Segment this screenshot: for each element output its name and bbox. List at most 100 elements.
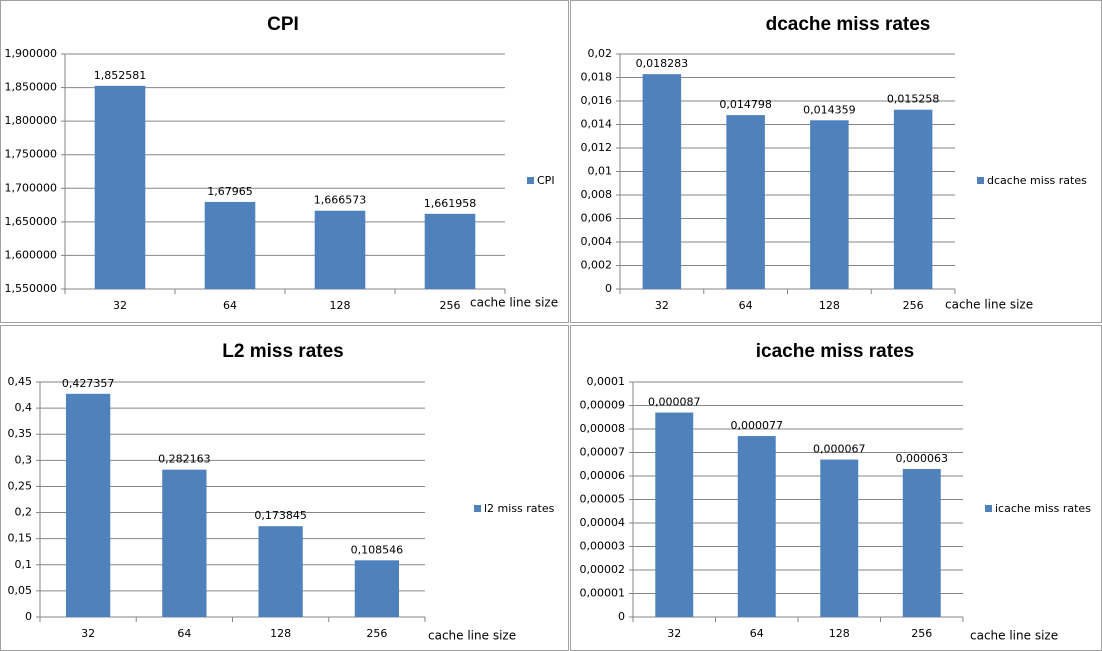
x-tick-label: 128 — [819, 299, 840, 312]
y-tick-label: 1,600000 — [5, 248, 58, 261]
bar — [354, 560, 400, 617]
bar — [162, 469, 207, 617]
y-tick-label: 1,650000 — [5, 215, 58, 228]
y-tick-label: 1,800000 — [5, 114, 58, 127]
bar — [642, 74, 682, 290]
chart-title: dcache miss rates — [766, 14, 931, 35]
bar — [314, 210, 366, 289]
y-tick-label: 0,00009 — [580, 399, 626, 412]
chart-title: icache miss rates — [756, 341, 914, 362]
x-axis-label: cache line size — [970, 629, 1058, 643]
legend-label: CPI — [537, 174, 555, 187]
data-label: 0,173845 — [254, 509, 307, 522]
x-tick-label: 32 — [81, 627, 95, 640]
x-tick-label: 256 — [903, 299, 924, 312]
y-tick-label: 0,3 — [15, 453, 33, 466]
y-tick-label: 0,1 — [15, 558, 33, 571]
bar — [94, 85, 146, 289]
bar — [893, 109, 933, 289]
data-label: 0,282163 — [158, 453, 211, 466]
panel — [0, 0, 569, 323]
x-tick-label: 256 — [366, 627, 387, 640]
y-tick-label: 0,00003 — [580, 540, 626, 553]
y-tick-label: 1,750000 — [5, 148, 58, 161]
bar — [204, 201, 256, 289]
data-label: 0,000063 — [896, 452, 949, 465]
legend-swatch — [527, 177, 534, 184]
y-tick-label: 0,008 — [581, 188, 613, 201]
y-tick-label: 1,900000 — [5, 47, 58, 60]
y-tick-label: 0,00002 — [580, 563, 626, 576]
y-tick-label: 1,700000 — [5, 181, 58, 194]
bar — [820, 459, 859, 617]
data-label: 0,000087 — [648, 396, 701, 409]
y-tick-label: 0,45 — [8, 375, 33, 388]
y-tick-label: 0,004 — [581, 235, 613, 248]
y-tick-label: 0,00005 — [580, 493, 626, 506]
y-tick-label: 0,002 — [581, 259, 613, 272]
x-tick-label: 256 — [440, 299, 461, 312]
data-label: 0,000067 — [813, 443, 866, 456]
y-tick-label: 0 — [25, 610, 32, 623]
x-tick-label: 256 — [911, 627, 932, 640]
y-tick-label: 0,00006 — [580, 469, 626, 482]
x-tick-label: 128 — [330, 299, 351, 312]
x-tick-label: 64 — [177, 627, 191, 640]
y-tick-label: 0,0001 — [587, 375, 626, 388]
y-tick-label: 0,00004 — [580, 516, 626, 529]
data-label: 0,015258 — [887, 93, 940, 106]
y-tick-label: 0,2 — [15, 506, 33, 519]
y-tick-label: 0,01 — [588, 165, 613, 178]
y-tick-label: 0,15 — [8, 532, 33, 545]
legend-swatch — [474, 505, 481, 512]
x-tick-label: 64 — [750, 627, 764, 640]
y-tick-label: 0,25 — [8, 479, 33, 492]
y-tick-label: 0,4 — [15, 401, 33, 414]
x-tick-label: 128 — [270, 627, 291, 640]
legend-label: l2 miss rates — [484, 502, 555, 515]
bar — [258, 526, 303, 617]
x-tick-label: 32 — [655, 299, 669, 312]
y-tick-label: 0,014 — [581, 118, 613, 131]
legend-label: icache miss rates — [995, 502, 1091, 515]
legend-swatch — [985, 505, 992, 512]
y-tick-label: 1,550000 — [5, 282, 58, 295]
x-axis-label: cache line size — [470, 296, 558, 310]
bar — [65, 393, 111, 617]
y-tick-label: 0,00001 — [580, 587, 626, 600]
data-label: 1,661958 — [424, 197, 477, 210]
bar — [810, 120, 849, 289]
y-tick-label: 0,00008 — [580, 422, 626, 435]
data-label: 0,427357 — [62, 377, 115, 390]
bar — [726, 115, 765, 289]
x-tick-label: 64 — [739, 299, 753, 312]
y-tick-label: 0,05 — [8, 584, 33, 597]
chart-title: CPI — [267, 14, 299, 35]
x-tick-label: 64 — [223, 299, 237, 312]
legend-swatch — [977, 177, 984, 184]
y-tick-label: 0,016 — [581, 94, 613, 107]
legend-label: dcache miss rates — [987, 174, 1087, 187]
x-tick-label: 128 — [829, 627, 850, 640]
data-label: 1,666573 — [314, 194, 367, 207]
bar — [737, 436, 776, 617]
x-axis-label: cache line size — [428, 629, 516, 643]
data-label: 0,000077 — [731, 419, 784, 432]
y-tick-label: 1,850000 — [5, 81, 58, 94]
y-tick-label: 0,006 — [581, 212, 613, 225]
y-tick-label: 0,00007 — [580, 446, 626, 459]
x-axis-label: cache line size — [945, 298, 1033, 312]
x-tick-label: 32 — [667, 627, 681, 640]
data-label: 1,67965 — [207, 185, 253, 198]
y-tick-label: 0 — [618, 610, 625, 623]
y-tick-label: 0,012 — [581, 141, 613, 154]
y-tick-label: 0,35 — [8, 427, 33, 440]
bar — [902, 468, 941, 617]
data-label: 0,014359 — [803, 103, 856, 116]
x-tick-label: 32 — [113, 299, 127, 312]
data-label: 0,018283 — [636, 57, 689, 70]
chart-title: L2 miss rates — [222, 341, 343, 362]
y-tick-label: 0,018 — [581, 71, 613, 84]
data-label: 0,014798 — [719, 98, 772, 111]
